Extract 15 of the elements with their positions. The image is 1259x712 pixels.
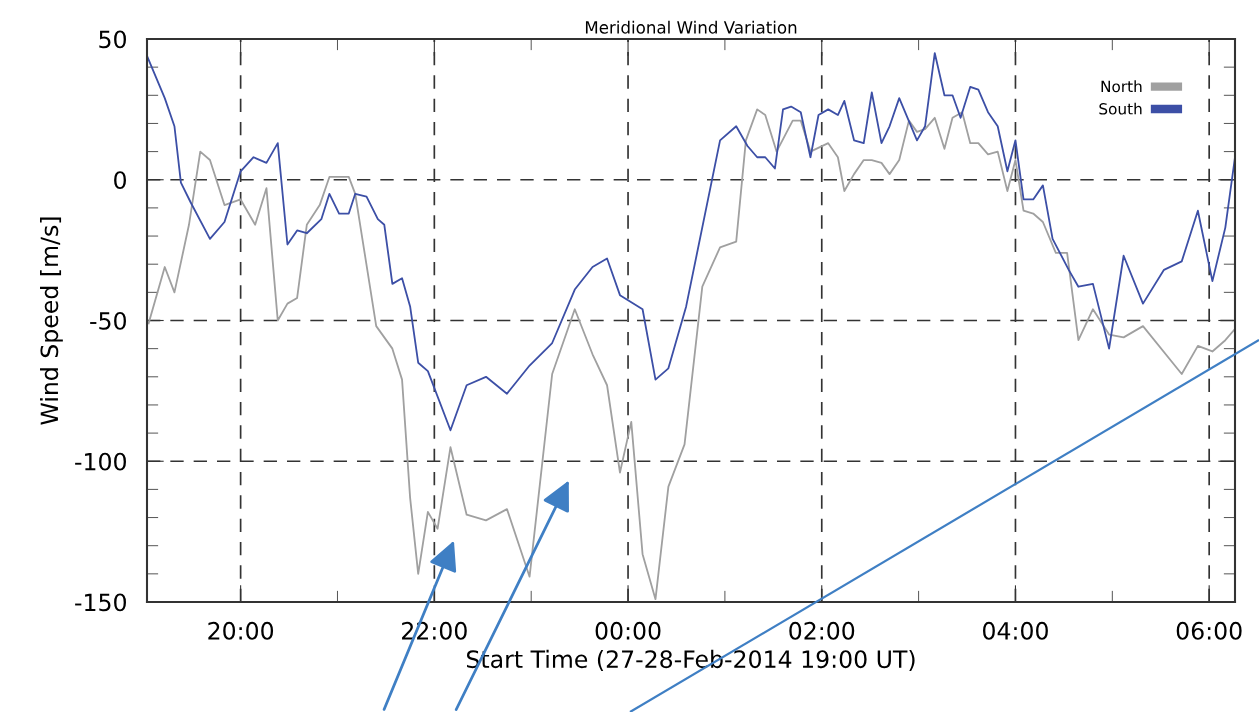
x-tick-label: 06:00 xyxy=(1176,621,1242,640)
y-tick-label: -100 xyxy=(75,452,126,471)
y-axis-title: Wind Speed [m/s] xyxy=(40,217,63,425)
x-tick-label: 04:00 xyxy=(983,621,1048,640)
x-tick-label: 02:00 xyxy=(789,621,855,640)
legend-label: South xyxy=(1099,102,1142,115)
y-tick-label: -50 xyxy=(90,311,126,330)
x-tick-label: 00:00 xyxy=(595,621,661,640)
y-tick-label: 0 xyxy=(114,171,126,190)
legend-label: North xyxy=(1101,80,1142,93)
line-series xyxy=(147,52,1235,432)
x-tick-label: 20:00 xyxy=(208,621,274,640)
y-tick-label: -150 xyxy=(75,593,126,612)
chart-title: Meridional Wind Variation xyxy=(585,20,797,34)
y-tick-label: 50 xyxy=(99,30,126,49)
